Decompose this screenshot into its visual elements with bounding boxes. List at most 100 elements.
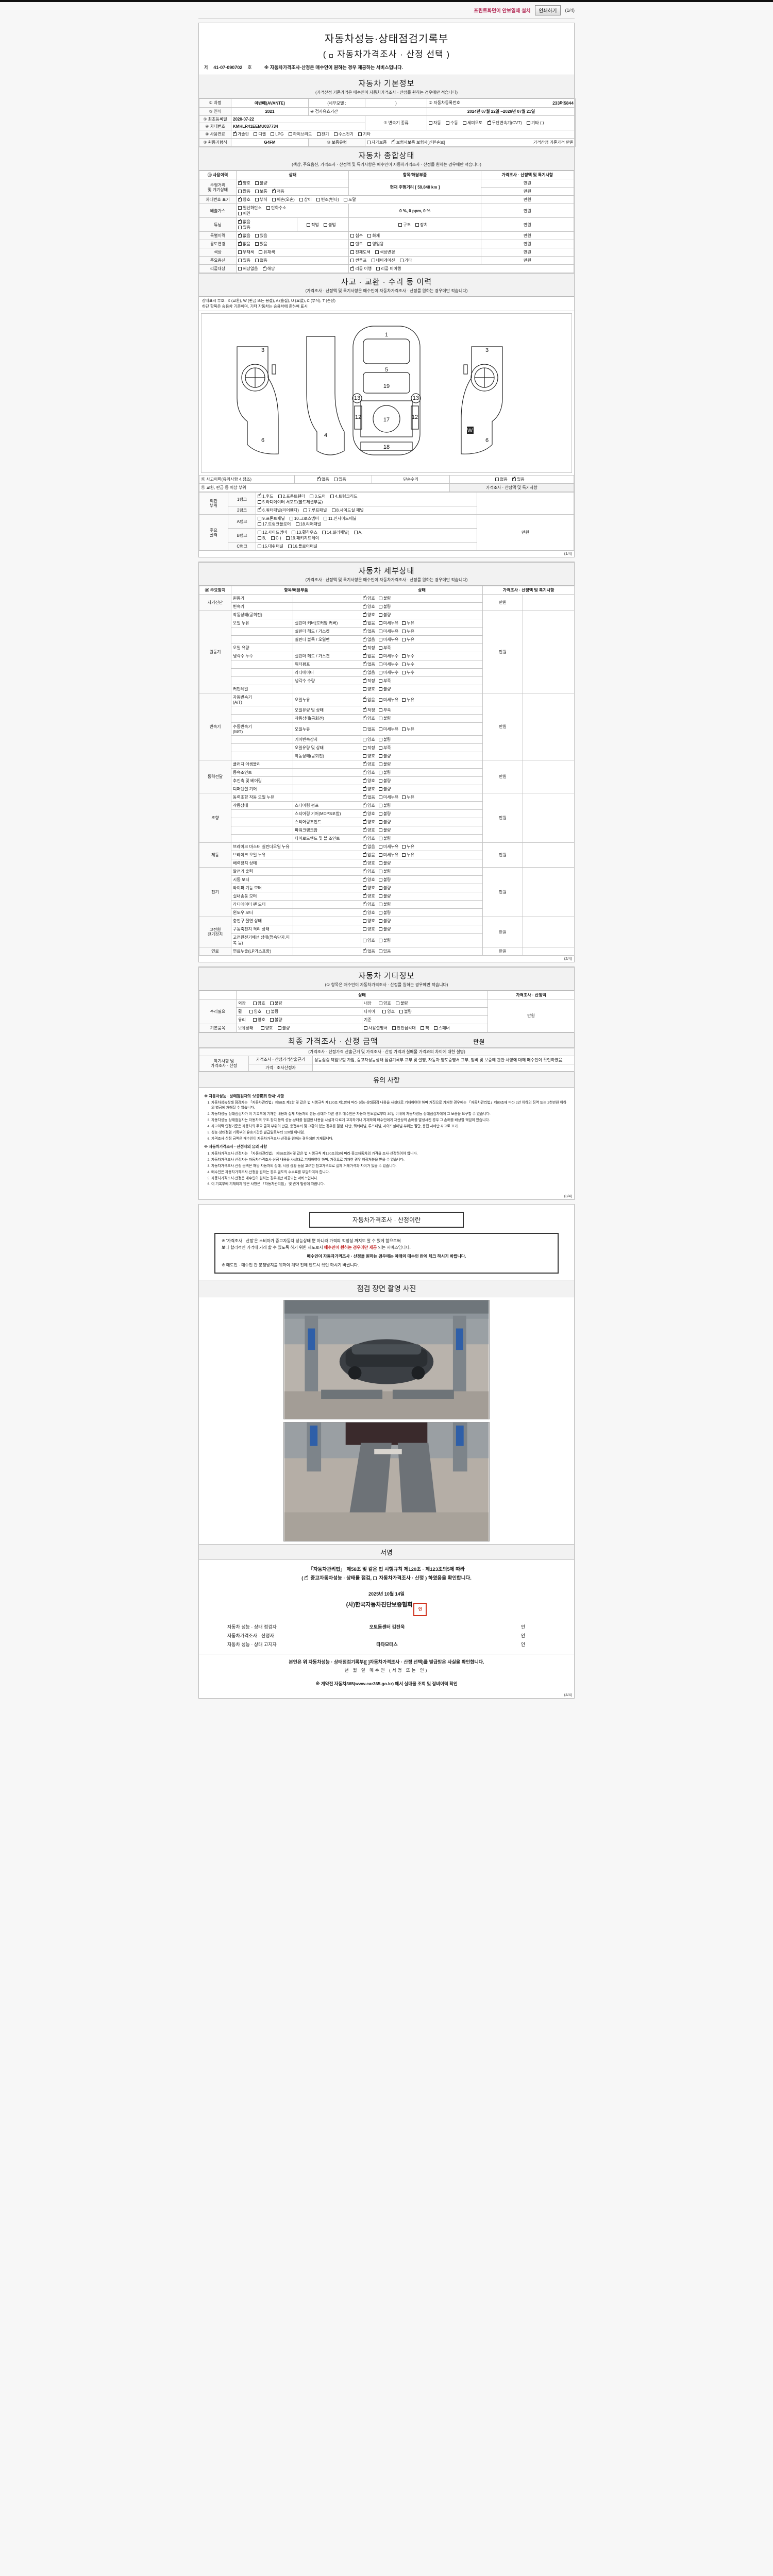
checkbox-조향-4-0[interactable]	[363, 827, 366, 833]
option-전기-0-0[interactable]: 양호	[363, 868, 375, 874]
option-변속기-3-0[interactable]: 없음	[363, 726, 375, 732]
checkbox-simple-none[interactable]	[495, 478, 499, 482]
option-color-chromatic[interactable]: 유채색	[259, 249, 275, 255]
checkbox-원동기-3-2[interactable]	[402, 638, 406, 642]
checkbox-동력전달-3-0[interactable]	[363, 786, 366, 791]
option-원동기-6-2[interactable]: 누수	[402, 662, 414, 667]
checkbox-변속기-5-0[interactable]	[363, 746, 367, 750]
checkbox-tire-bad[interactable]	[399, 1010, 404, 1014]
option-조향-2-0[interactable]: 양호	[363, 810, 375, 817]
option-제동-2-1[interactable]: 불량	[378, 860, 391, 866]
checkbox-원동기-5-0[interactable]	[363, 653, 366, 658]
option-변속기-1-0[interactable]: 적정	[363, 707, 375, 713]
option-원동기-7-2[interactable]: 누수	[402, 670, 414, 675]
checkbox-wheel-bad[interactable]	[266, 1010, 270, 1014]
option-glass-good[interactable]: 양호	[253, 1017, 265, 1023]
option-조향-1-1[interactable]: 불량	[378, 803, 391, 808]
checkbox-recall-done[interactable]	[350, 265, 355, 271]
checkbox-제동-0-1[interactable]	[378, 845, 382, 849]
option-조향-0-2[interactable]: 누유	[402, 794, 414, 800]
checkbox-mileage-many[interactable]	[238, 190, 242, 194]
checkbox-mileage-good[interactable]	[238, 180, 242, 185]
checkbox-frame-pillar[interactable]	[322, 531, 326, 535]
checkbox-vinmark-1[interactable]	[255, 198, 259, 202]
option-조향-3-0[interactable]: 양호	[363, 819, 375, 825]
option-panel-sidesill[interactable]: 8.사이드실 패널	[331, 507, 364, 513]
checkbox-제동-0-0[interactable]	[363, 843, 366, 849]
checkbox-panel-quarter[interactable]	[258, 507, 261, 513]
option-recall-done[interactable]: 리콜 이행	[350, 265, 372, 272]
checkbox-jack[interactable]	[421, 1026, 425, 1030]
checkbox-조향-0-1[interactable]	[378, 795, 382, 800]
checkbox-vinmark-5[interactable]	[344, 198, 348, 202]
checkbox-glass-good[interactable]	[253, 1018, 257, 1022]
option-연료-0-0[interactable]: 없음	[363, 948, 375, 954]
checkbox-holding-bad[interactable]	[277, 1026, 281, 1030]
checkbox-원동기-1-2[interactable]	[402, 621, 406, 625]
checkbox-변속기-6-1[interactable]	[378, 754, 382, 758]
option-전기-0-1[interactable]: 불량	[378, 869, 391, 874]
checkbox-고전원전기장치-1-0[interactable]	[363, 927, 367, 931]
checkbox-usage-yes[interactable]	[255, 242, 259, 246]
checkbox-frame-wheelhouse[interactable]	[292, 531, 296, 535]
checkbox-전기-4-1[interactable]	[378, 903, 382, 907]
option-변속기-0-2[interactable]: 누유	[402, 697, 414, 703]
checkbox-frame-crossmember[interactable]	[289, 517, 293, 521]
option-recall-na[interactable]: 해당없음	[238, 266, 258, 272]
option-원동기-3-2[interactable]: 누유	[402, 637, 414, 642]
checkbox-tuning-illegal[interactable]	[323, 223, 327, 227]
checkbox-manual[interactable]	[364, 1026, 367, 1030]
option-원동기-3-1[interactable]: 미세누유	[378, 637, 398, 642]
option-제동-1-1[interactable]: 미세누유	[378, 852, 398, 858]
option-tire-bad[interactable]: 불량	[399, 1009, 412, 1014]
checkbox-trans-4[interactable]	[527, 121, 530, 125]
checkbox-변속기-0-2[interactable]	[402, 698, 406, 702]
checkbox-panel-hood[interactable]	[258, 493, 261, 499]
option-opts-none[interactable]: 없음	[255, 258, 267, 263]
checkbox-fuel-2[interactable]	[271, 132, 275, 137]
option-warranty-0[interactable]: 자가보증	[367, 140, 386, 145]
checkbox-원동기-3-0[interactable]	[363, 636, 366, 642]
checkbox-navigation[interactable]	[371, 259, 375, 263]
checkbox-trans-0[interactable]	[429, 121, 432, 125]
checkbox-고전원전기장치-0-1[interactable]	[378, 919, 382, 923]
checkbox-fuel-5[interactable]	[333, 132, 338, 137]
checkbox-동력전달-1-0[interactable]	[363, 769, 366, 775]
checkbox-원동기-5-1[interactable]	[378, 654, 382, 658]
option-원동기-2-1[interactable]: 미세누유	[378, 629, 398, 634]
checkbox-recall-na[interactable]	[238, 267, 242, 271]
option-tuning-yes[interactable]: 있음	[238, 225, 250, 230]
checkbox-변속기-3-1[interactable]	[378, 727, 382, 731]
option-panel-door[interactable]: 3.도어	[310, 494, 326, 499]
option-accident-yes[interactable]: 있음	[333, 477, 346, 482]
option-원동기-8-1[interactable]: 부족	[378, 678, 391, 684]
option-동력전달-1-0[interactable]: 양호	[363, 769, 375, 775]
checkbox-원동기-7-2[interactable]	[402, 671, 406, 675]
checkbox-mileage-normal[interactable]	[255, 190, 259, 194]
checkbox-조향-2-1[interactable]	[378, 812, 382, 816]
checkbox-자기진단-1-0[interactable]	[363, 603, 366, 609]
checkbox-원동기-4-0[interactable]	[363, 645, 366, 650]
checkbox-변속기-0-1[interactable]	[378, 698, 382, 702]
checkbox-조향-1-1[interactable]	[378, 804, 382, 808]
option-mileage-good[interactable]: 양호	[238, 180, 250, 186]
checkbox-원동기-0-0[interactable]	[363, 612, 366, 617]
checkbox-recall-applies[interactable]	[262, 265, 266, 271]
checkbox-연료-0-0[interactable]	[363, 948, 366, 954]
option-color-achromatic[interactable]: 무채색	[238, 249, 254, 255]
option-simple-none[interactable]: 없음	[495, 477, 508, 482]
option-interior-good[interactable]: 양호	[378, 1001, 391, 1006]
option-변속기-5-1[interactable]: 부족	[378, 745, 391, 751]
checkbox-other-opt[interactable]	[399, 259, 404, 263]
checkbox-frame-pillar-a[interactable]	[354, 531, 358, 535]
option-변속기-0-0[interactable]: 없음	[363, 696, 375, 703]
checkbox-조향-0-0[interactable]	[363, 794, 366, 800]
checkbox-vinmark-2[interactable]	[272, 198, 276, 202]
checkbox-wheel-good[interactable]	[249, 1010, 253, 1014]
checkbox-동력전달-2-0[interactable]	[363, 777, 366, 783]
checkbox-usage-none[interactable]	[238, 241, 242, 246]
checkbox-자기진단-1-1[interactable]	[378, 605, 382, 609]
checkbox-exterior-bad[interactable]	[270, 1002, 274, 1006]
checkbox-연료-0-1[interactable]	[378, 950, 382, 954]
checkbox-변속기-2-1[interactable]	[378, 717, 382, 721]
